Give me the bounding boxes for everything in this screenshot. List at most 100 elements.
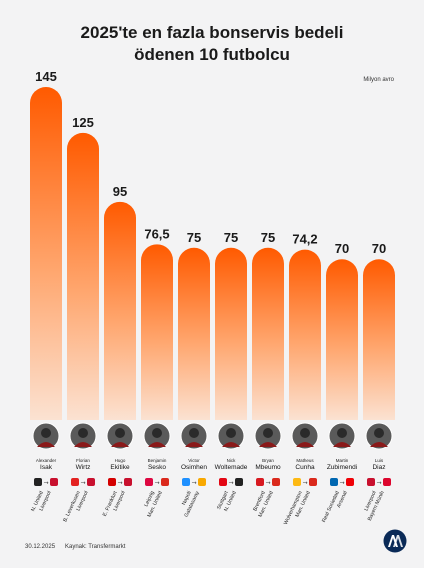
value-label-3: 95	[113, 184, 127, 199]
avatar-head-icon	[300, 428, 310, 438]
value-label-4: 76,5	[144, 226, 169, 241]
avatar-head-icon	[263, 428, 273, 438]
player-last-name: Woltemade	[215, 464, 248, 471]
to-club-crest-icon	[50, 478, 58, 486]
avatar-head-icon	[152, 428, 162, 438]
player-last-name: Cunha	[295, 464, 315, 471]
footer-source: Kaynak: Transfermarkt	[65, 544, 126, 550]
transfer-arrow-icon: →	[376, 480, 381, 487]
avatar-shirt-icon	[333, 442, 351, 447]
from-club-crest-icon	[256, 478, 264, 486]
value-labels-group: 145 125 95 76,5 75 75 75 74,2 70 70	[35, 69, 386, 256]
value-label-8: 74,2	[292, 232, 317, 247]
bar-1	[30, 87, 62, 420]
bar-4	[141, 244, 173, 420]
value-label-5: 75	[187, 230, 201, 245]
transfer-arrow-icon: →	[339, 480, 344, 487]
value-label-10: 70	[372, 241, 386, 256]
avatar-head-icon	[337, 428, 347, 438]
player-last-name: Wirtz	[76, 464, 91, 471]
transfer-arrow-icon: →	[265, 480, 270, 487]
to-club-crest-icon	[235, 478, 243, 486]
player-first-name: Benjamin	[148, 458, 167, 463]
value-label-6: 75	[224, 230, 238, 245]
club-icons-group: → → → → → → → → → →	[34, 478, 391, 487]
value-label-7: 75	[261, 230, 275, 245]
avatar-head-icon	[374, 428, 384, 438]
avatar-shirt-icon	[185, 442, 203, 447]
avatar-head-icon	[41, 428, 51, 438]
transfer-arrow-icon: →	[302, 480, 307, 487]
player-last-name: Mbeumo	[255, 464, 281, 471]
to-club-crest-icon	[87, 478, 95, 486]
from-club-crest-icon	[182, 478, 190, 486]
from-club-crest-icon	[293, 478, 301, 486]
bars-group	[30, 87, 395, 420]
from-club-crest-icon	[34, 478, 42, 486]
avatar-head-icon	[78, 428, 88, 438]
to-club-crest-icon	[383, 478, 391, 486]
bar-2	[67, 132, 99, 420]
bar-8	[289, 249, 321, 420]
player-first-name: Martin	[336, 458, 349, 463]
avatar-shirt-icon	[259, 442, 277, 447]
player-last-name: Sesko	[148, 464, 166, 471]
player-first-name: Nick	[227, 458, 236, 463]
from-club-crest-icon	[71, 478, 79, 486]
player-last-name: Zubimendi	[327, 464, 357, 471]
transfer-arrow-icon: →	[43, 480, 48, 487]
transfer-arrow-icon: →	[154, 480, 159, 487]
value-label-2: 125	[72, 115, 94, 130]
player-last-name: Ekitike	[110, 464, 130, 471]
bar-10	[363, 259, 395, 420]
transfer-arrow-icon: →	[228, 480, 233, 487]
avatars-group	[32, 422, 393, 450]
avatar-shirt-icon	[74, 442, 92, 447]
player-first-name: Bryan	[262, 458, 274, 463]
to-club-crest-icon	[346, 478, 354, 486]
player-last-name: Isak	[40, 464, 53, 471]
player-first-name: Alexander	[36, 458, 57, 463]
value-label-1: 145	[35, 69, 57, 84]
bar-7	[252, 247, 284, 420]
player-first-name: Hugo	[115, 458, 126, 463]
to-club-crest-icon	[124, 478, 132, 486]
unit-label: Milyon avro	[363, 77, 394, 83]
player-first-name: Matheus	[296, 458, 314, 463]
avatar-head-icon	[115, 428, 125, 438]
to-club-crest-icon	[272, 478, 280, 486]
player-first-name: Florian	[76, 458, 90, 463]
to-club-crest-icon	[198, 478, 206, 486]
title-line-2: ödenen 10 futbolcu	[134, 45, 290, 64]
player-first-name: Victor	[188, 458, 200, 463]
avatar-shirt-icon	[296, 442, 314, 447]
player-first-name: Luis	[375, 458, 384, 463]
to-club-crest-icon	[161, 478, 169, 486]
bar-9	[326, 259, 358, 420]
from-club-crest-icon	[145, 478, 153, 486]
aa-logo-icon	[383, 529, 407, 553]
player-last-name: Diaz	[372, 464, 385, 471]
bar-3	[104, 201, 136, 420]
bar-5	[178, 247, 210, 420]
from-club-crest-icon	[367, 478, 375, 486]
title-line-1: 2025'te en fazla bonservis bedeli	[80, 23, 344, 42]
chart-title: 2025'te en fazla bonservis bedeli ödenen…	[0, 22, 424, 66]
footer-date: 30.12.2025	[25, 544, 56, 550]
from-club-crest-icon	[219, 478, 227, 486]
transfer-arrow-icon: →	[191, 480, 196, 487]
from-club-label: Napoli	[181, 490, 193, 506]
avatar-shirt-icon	[222, 442, 240, 447]
value-label-9: 70	[335, 241, 349, 256]
bar-6	[215, 247, 247, 420]
avatar-head-icon	[226, 428, 236, 438]
player-last-name: Osimhen	[181, 464, 207, 471]
avatar-shirt-icon	[111, 442, 129, 447]
avatar-shirt-icon	[370, 442, 388, 447]
avatar-shirt-icon	[148, 442, 166, 447]
avatar-shirt-icon	[37, 442, 55, 447]
avatar-head-icon	[189, 428, 199, 438]
